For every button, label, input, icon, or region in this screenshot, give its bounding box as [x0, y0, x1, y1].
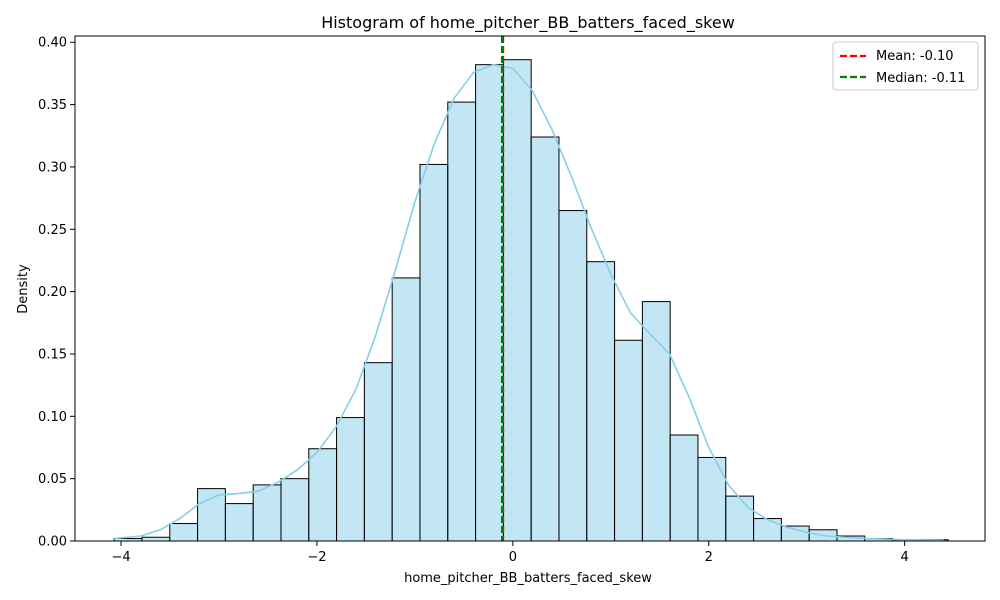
chart-title: Histogram of home_pitcher_BB_batters_fac… — [321, 13, 735, 33]
histogram-bar — [780, 525, 810, 542]
plot-frame — [74, 35, 986, 542]
y-tick-label: 0.30 — [38, 160, 67, 175]
x-tick-label: −4 — [111, 550, 130, 565]
histogram-bar — [725, 495, 755, 542]
histogram-bar — [614, 339, 643, 542]
y-tick-label: 0.25 — [38, 223, 67, 238]
x-tick-label: 4 — [901, 550, 909, 565]
histogram-bar — [419, 163, 449, 542]
histogram-bars — [113, 59, 949, 542]
y-tick-label: 0.20 — [38, 285, 67, 300]
legend-box — [832, 41, 979, 91]
y-axis-label: Density — [16, 264, 31, 314]
legend-label-median: Median: -0.11 — [876, 71, 965, 86]
kde-curve — [114, 63, 944, 542]
y-tick-label: 0.10 — [38, 410, 67, 425]
histogram-bar — [753, 518, 782, 542]
histogram-bar — [558, 210, 588, 542]
histogram-bar — [280, 478, 310, 542]
histogram-bar — [197, 488, 226, 542]
y-axis-ticks: 0.00 0.05 0.10 0.15 0.20 0.25 0.30 0.35 0.40 — [38, 36, 75, 550]
histogram-bar — [336, 417, 365, 542]
y-tick-label: 0.05 — [38, 472, 67, 487]
histogram-bar — [141, 536, 171, 542]
x-axis-ticks: −4 −2 0 2 4 — [111, 541, 909, 565]
reference-lines — [500, 36, 505, 541]
x-tick-label: 2 — [705, 550, 713, 565]
legend-label-mean: Mean: -0.10 — [876, 49, 954, 64]
histogram-bar — [224, 503, 254, 542]
kde-line — [114, 63, 944, 542]
histogram-bar — [641, 301, 671, 542]
y-tick-label: 0.40 — [38, 36, 67, 51]
legend: Mean: -0.10 Median: -0.11 — [832, 41, 979, 91]
y-tick-label: 0.15 — [38, 347, 67, 362]
x-axis-label: home_pitcher_BB_batters_faced_skew — [404, 571, 652, 586]
histogram-bar — [391, 277, 421, 542]
y-tick-label: 0.00 — [38, 535, 67, 550]
histogram-bar — [530, 136, 560, 542]
histogram-bar — [308, 448, 338, 542]
y-tick-label: 0.35 — [38, 98, 67, 113]
histogram-bar — [697, 456, 727, 542]
histogram-bar — [586, 261, 616, 542]
histogram-bar — [363, 362, 393, 542]
x-tick-label: 0 — [509, 550, 517, 565]
x-tick-label: −2 — [307, 550, 326, 565]
histogram-bar — [475, 64, 504, 542]
histogram-bar — [169, 523, 199, 542]
histogram-bar — [252, 484, 282, 542]
histogram-bar — [502, 59, 532, 542]
histogram-bar — [447, 101, 477, 542]
histogram-bar — [669, 434, 699, 542]
